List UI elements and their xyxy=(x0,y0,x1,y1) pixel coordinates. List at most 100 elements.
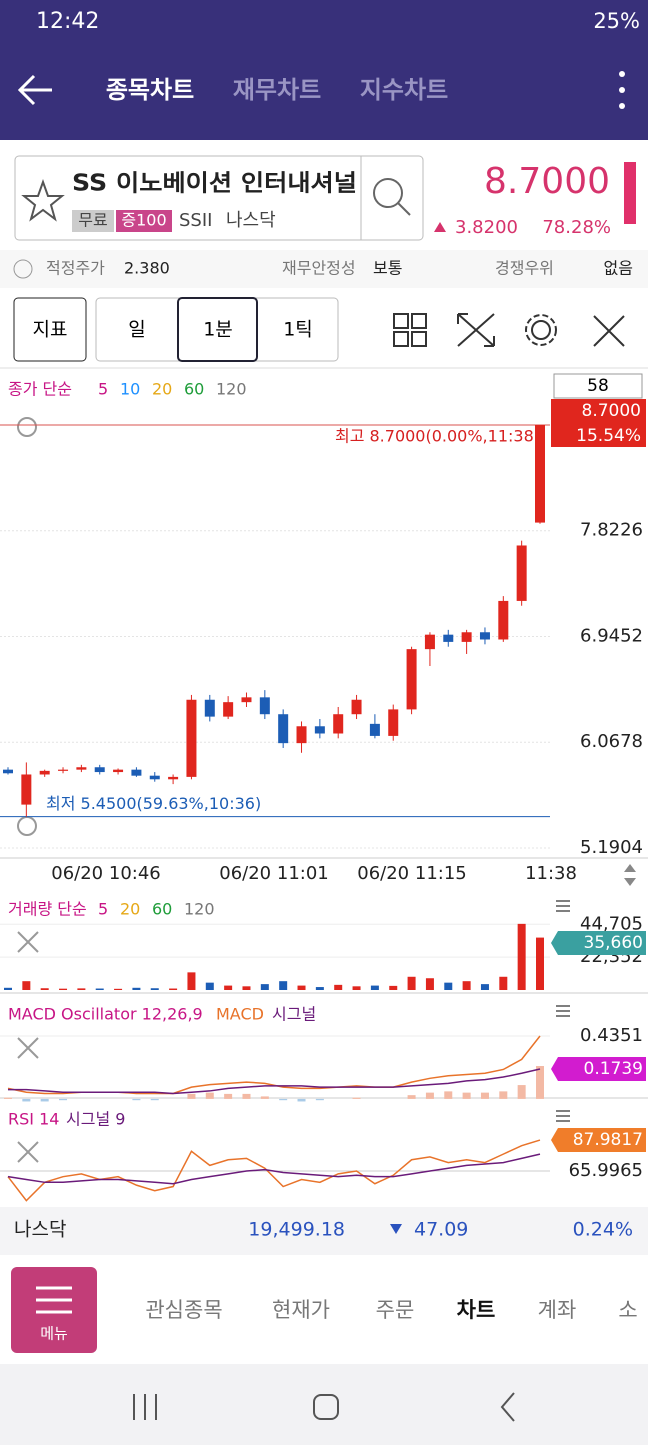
zoom-out[interactable] xyxy=(17,816,37,836)
up-arrow xyxy=(434,222,446,232)
toolbar-icons[interactable] xyxy=(393,313,625,347)
candle-body xyxy=(94,767,105,773)
rsi-line xyxy=(7,1139,541,1202)
volume-bar xyxy=(315,987,324,990)
header-bg xyxy=(0,0,648,140)
info-label: 적정주가 xyxy=(46,259,105,278)
last-macd: 0.1739 xyxy=(584,1059,643,1079)
legend-item: 60 xyxy=(184,380,204,399)
candle-body xyxy=(406,649,417,710)
period[interactable]: 1틱 xyxy=(283,319,313,341)
y-tick-label: 6.9452 xyxy=(580,625,643,646)
candle-body xyxy=(461,632,472,642)
oscillator-bar xyxy=(224,1093,233,1099)
count-box xyxy=(553,373,643,399)
volume-bar xyxy=(407,976,416,990)
volume-bar xyxy=(242,986,251,990)
menu-tab[interactable]: 관심종목 xyxy=(145,1298,222,1322)
index-pct: 0.24% xyxy=(573,1219,633,1241)
candle-body xyxy=(76,767,87,770)
scroll-arrows[interactable] xyxy=(624,864,636,886)
oscillator-bar xyxy=(187,1093,196,1099)
candle-body xyxy=(424,634,435,650)
battery: 25% xyxy=(593,9,640,33)
count: 58 xyxy=(587,376,609,396)
candle-body xyxy=(223,702,234,717)
oscillator-bar xyxy=(352,1097,361,1099)
ticker: SSII xyxy=(179,210,212,231)
zoom-in[interactable] xyxy=(17,417,37,437)
index-name: 나스닥 xyxy=(14,1219,66,1241)
legend-item: 60 xyxy=(152,900,172,919)
low-label: 최저 5.4500(59.63%,10:36) xyxy=(46,794,261,813)
volume-bar xyxy=(517,923,526,990)
menu-tab[interactable]: 차트 xyxy=(457,1298,496,1322)
legend-item: 20 xyxy=(120,900,140,919)
candle-body xyxy=(21,774,32,805)
period[interactable]: 1분 xyxy=(203,319,233,341)
oscillator-bar xyxy=(132,1098,141,1101)
volume-bar xyxy=(114,988,123,990)
tab[interactable]: 종목차트 xyxy=(106,76,194,104)
index-value: 19,499.18 xyxy=(248,1219,345,1241)
oscillator-bar xyxy=(242,1093,251,1099)
legend-item: 120 xyxy=(184,900,215,919)
stock-name: SS 이노베이션 인터내셔널 xyxy=(72,171,357,197)
index-change: 47.09 xyxy=(414,1219,468,1241)
candle-body xyxy=(535,424,545,523)
candle-body xyxy=(369,723,380,736)
period-selected[interactable] xyxy=(177,297,258,362)
candle-body xyxy=(479,632,490,640)
rsi-signal-line xyxy=(7,1153,541,1185)
market: 나스닥 xyxy=(226,210,276,231)
volume-bar xyxy=(499,976,508,990)
y-tick-label: 5.1904 xyxy=(580,837,643,858)
oscillator-bar xyxy=(517,1085,526,1099)
x-tick-label: 06/20 11:01 xyxy=(219,863,328,884)
menu-button[interactable] xyxy=(11,1267,97,1353)
legend-item: 120 xyxy=(216,380,247,399)
legend-item: 5 xyxy=(98,900,108,919)
info-label: 재무안정성 xyxy=(282,259,356,278)
panel-menu[interactable] xyxy=(556,900,570,912)
x-tick-label: 11:38 xyxy=(525,863,577,884)
menu-tab[interactable]: 주문 xyxy=(376,1298,415,1322)
oscillator-bar xyxy=(425,1092,434,1099)
candle-body xyxy=(278,714,289,744)
favorite-star[interactable] xyxy=(21,179,65,222)
oscillator-bar xyxy=(480,1092,489,1099)
oscillator-bar xyxy=(315,1098,324,1101)
oscillator-bar xyxy=(462,1092,471,1099)
search-icon[interactable] xyxy=(373,178,403,208)
help-icon[interactable] xyxy=(13,259,33,279)
oscillator-bar xyxy=(150,1098,159,1101)
candle-body xyxy=(3,769,13,774)
change-pct: 78.28% xyxy=(542,217,611,238)
more-button[interactable] xyxy=(619,71,625,109)
panel-menu[interactable] xyxy=(556,1005,570,1017)
tab[interactable]: 재무차트 xyxy=(233,76,321,104)
tab[interactable]: 지수차트 xyxy=(360,76,448,104)
menu-tab[interactable]: 소 xyxy=(618,1298,637,1322)
menu-label: 메뉴 xyxy=(40,1325,68,1343)
info-value: 없음 xyxy=(604,259,633,278)
volume-bar xyxy=(462,981,471,990)
oscillator-bar xyxy=(407,1095,416,1099)
nav-buttons[interactable] xyxy=(133,1392,515,1422)
nav-bar xyxy=(0,1364,648,1445)
period[interactable]: 일 xyxy=(128,319,145,341)
menu-tab[interactable]: 현재가 xyxy=(272,1298,330,1322)
back-button[interactable] xyxy=(17,74,52,106)
menu-tab[interactable]: 계좌 xyxy=(538,1298,577,1322)
rsi-signal-legend: 시그널 9 xyxy=(66,1110,125,1129)
candle-body xyxy=(168,776,179,780)
y-tick-label: 7.8226 xyxy=(580,520,643,541)
close-icons[interactable] xyxy=(17,931,39,1163)
x-tick-label: 06/20 10:46 xyxy=(51,863,160,884)
indicator-label: 지표 xyxy=(33,319,68,341)
last-price-badge xyxy=(551,399,646,447)
panel-menu[interactable] xyxy=(556,1110,570,1122)
indicator-button[interactable] xyxy=(13,297,87,362)
time: 12:42 xyxy=(36,9,99,34)
volume-bar xyxy=(352,986,361,990)
